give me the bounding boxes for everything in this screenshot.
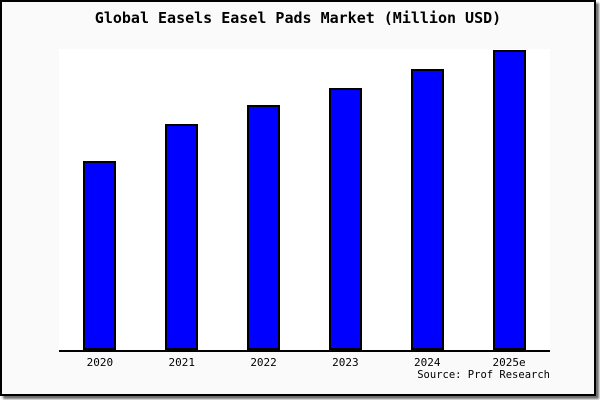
plot-area xyxy=(59,49,550,352)
x-tick-label-2022: 2022 xyxy=(250,356,277,369)
bar-slot xyxy=(59,49,141,350)
bar-2023 xyxy=(328,88,362,350)
bar-2021 xyxy=(165,124,199,350)
x-axis-labels: 2020 2021 2022 2023 2024 2025e xyxy=(59,356,550,369)
bar-slot xyxy=(304,49,386,350)
bar-slot xyxy=(141,49,223,350)
bar-2020 xyxy=(83,161,117,350)
bar-2022 xyxy=(247,105,281,350)
x-tick-label-2025e: 2025e xyxy=(492,356,526,369)
source-credit: Source: Prof Research xyxy=(417,369,550,381)
bar-slot xyxy=(386,49,468,350)
bar-2025e xyxy=(492,50,526,350)
x-tick-label-2024: 2024 xyxy=(413,356,441,369)
chart-title: Global Easels Easel Pads Market (Million… xyxy=(94,9,502,27)
x-tick-label-2021: 2021 xyxy=(168,356,195,369)
x-tick-label-2020: 2020 xyxy=(86,356,114,369)
bar-2024 xyxy=(410,69,444,350)
x-tick-label-2023: 2023 xyxy=(332,356,359,369)
bar-slot xyxy=(468,49,550,350)
bar-slot xyxy=(223,49,305,350)
